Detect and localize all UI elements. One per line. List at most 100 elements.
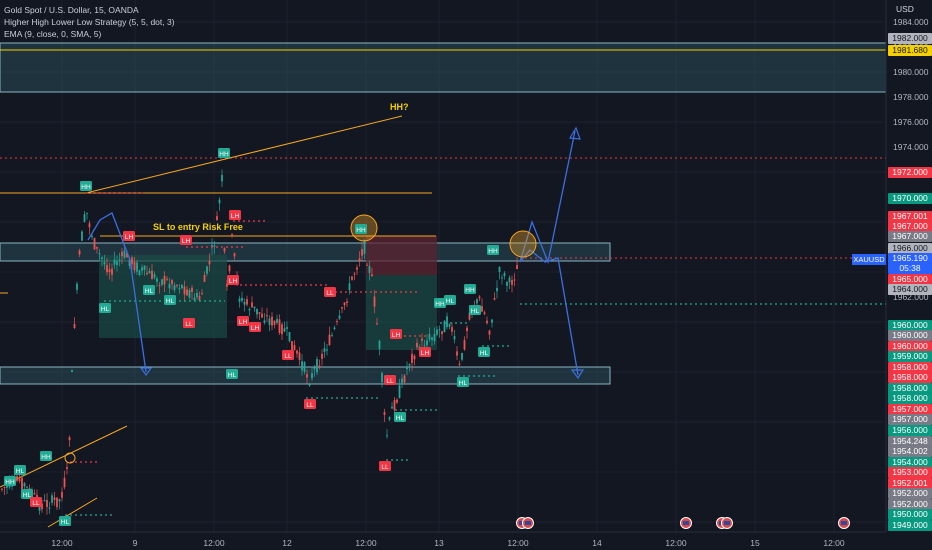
event-flag-icon[interactable] [838,517,850,529]
candle-body [151,270,153,280]
pivot-label[interactable]: LL [324,287,336,297]
indicator-ema[interactable]: EMA (9, close, 0, SMA, 5) [4,29,102,39]
orange-trendline-bottom-1[interactable] [0,425,128,488]
candle-body [488,330,491,335]
pivot-label[interactable]: HH [4,476,16,486]
candle-body [321,353,323,359]
pivot-label[interactable]: HL [21,489,33,499]
pivot-label[interactable]: HL [457,377,469,387]
event-flag-icon[interactable] [680,517,692,529]
pivot-label[interactable]: HH [434,298,446,308]
pivot-label[interactable]: LL [384,375,396,385]
blue-projection-bearish[interactable] [519,249,579,376]
blue-projection-left[interactable] [87,212,147,373]
orange-trendline-bottom-2[interactable] [47,497,98,528]
pivot-label[interactable]: HL [99,303,111,313]
candle-body [386,435,388,437]
long-position-box-1[interactable] [99,255,227,338]
symbol-price-tag[interactable]: XAUUSD [852,254,886,265]
sl-note-annotation[interactable]: SL to entry Risk Free [153,222,243,232]
candle-body [431,337,433,340]
candle-body [61,491,63,498]
pivot-label-bg [355,224,367,234]
price-tag: 1952.000 [888,499,932,510]
price-tag: 1967.000 [888,231,932,242]
candle-body [483,312,486,315]
candle-body [116,261,118,266]
pivot-label[interactable]: HL [394,412,406,422]
pivot-label[interactable]: LH [229,210,241,220]
candle-body [516,265,518,270]
pivot-label[interactable]: HH [80,181,92,191]
candle-body [81,231,83,241]
candle-body [53,497,56,500]
orange-circle-marker-small[interactable] [64,452,76,464]
pivot-label[interactable]: HL [469,305,481,315]
candle-body [513,279,516,281]
pivot-label-text: HH [465,287,475,294]
orange-trendline-top[interactable] [85,115,403,194]
pivot-label[interactable]: HH [218,148,230,158]
pivot-label[interactable]: LH [123,231,135,241]
pivot-label[interactable]: HL [226,369,238,379]
candle-body [293,345,296,350]
blue-arrowhead-left [139,367,153,377]
event-flag-icon[interactable] [522,517,534,529]
pivot-label[interactable]: LH [390,329,402,339]
pivot-label[interactable]: LL [304,399,316,409]
price-tick-label: 1978.000 [893,92,929,102]
pivot-label-text: LH [251,325,260,332]
orange-circle-marker-2[interactable] [509,230,537,258]
pivot-label[interactable]: HL [444,295,456,305]
candle-body [276,318,278,323]
blue-projection-bullish[interactable] [519,130,576,265]
pivot-label[interactable]: HH [40,451,52,461]
hh-question-annotation[interactable]: HH? [390,102,409,112]
candle-body [198,296,201,300]
pivot-label-bg [164,295,176,305]
pivot-label[interactable]: LL [183,318,195,328]
short-position-target-box[interactable] [366,275,437,350]
candle-body [83,214,86,222]
symbol-title[interactable]: Gold Spot / U.S. Dollar, 15, OANDA [4,5,139,15]
pivot-label-bg [444,295,456,305]
event-flag-icon[interactable] [721,517,733,529]
candle-body [123,250,126,258]
candle-body [281,324,283,335]
pivot-label[interactable]: LH [237,316,249,326]
pivot-label[interactable]: HL [59,516,71,526]
pivot-label[interactable]: LL [379,461,391,471]
pivot-label[interactable]: HH [464,284,476,294]
pivot-label[interactable]: HL [143,285,155,295]
candle-body [173,285,176,291]
pivot-label[interactable]: LH [180,235,192,245]
candle-body [243,302,246,305]
pivot-label[interactable]: HL [14,465,26,475]
candle-body [106,265,108,273]
candle-body [303,362,306,372]
pivot-label[interactable]: LL [30,497,42,507]
pivot-label[interactable]: HL [164,295,176,305]
candle-body [23,483,26,487]
pivot-label[interactable]: HH [487,245,499,255]
pivot-label[interactable]: HH [355,224,367,234]
candle-body [226,283,228,287]
pivot-label-bg [237,316,249,326]
short-position-stop-box[interactable] [366,236,437,275]
chart-legend[interactable]: Gold Spot / U.S. Dollar, 15, OANDA Highe… [4,4,175,40]
pivot-label[interactable]: LH [419,347,431,357]
pivot-label[interactable]: LL [282,350,294,360]
candle-body [73,323,76,328]
candle-body [378,340,381,349]
candle-body [271,316,273,326]
pivot-label[interactable]: LH [227,275,239,285]
supply-zone-top[interactable] [0,42,887,93]
candle-body [76,283,78,290]
pivot-label[interactable]: HL [478,347,490,357]
pivot-label[interactable]: LH [249,322,261,332]
candle-body [98,253,101,255]
candle-body [316,359,318,373]
indicator-hhll[interactable]: Higher High Lower Low Strategy (5, 5, do… [4,17,175,27]
